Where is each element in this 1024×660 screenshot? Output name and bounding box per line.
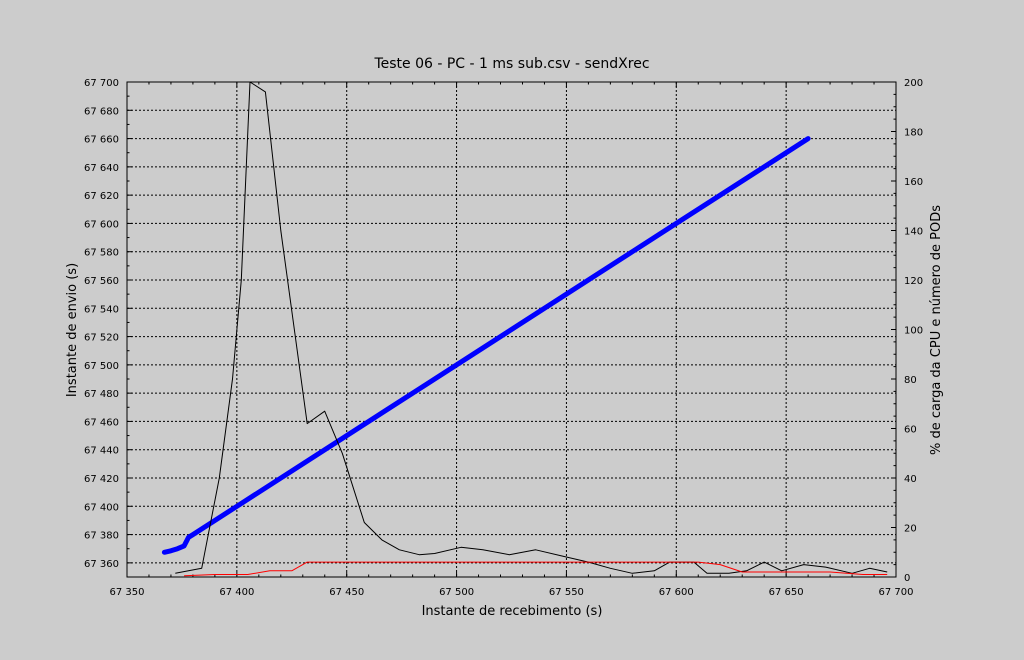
x-tick-label: 67 650 (769, 587, 804, 598)
series-pods-line (184, 561, 888, 577)
y-axis-label: Instante de envio (s) (65, 263, 80, 397)
y-tick-label: 67 580 (84, 248, 119, 259)
y-tick-label: 67 640 (84, 163, 119, 174)
series-cpu-load-line (175, 81, 888, 574)
y-tick-label: 67 460 (84, 417, 119, 428)
y-tick-label: 67 540 (84, 304, 119, 315)
grid (127, 82, 896, 577)
y-tick-label: 67 560 (84, 276, 119, 287)
x-tick-label: 67 600 (659, 587, 694, 598)
plot-frame (126, 81, 897, 578)
y2-tick-label: 80 (904, 375, 917, 386)
y-tick-label: 67 680 (84, 106, 119, 117)
x-tick-label: 67 350 (110, 587, 145, 598)
x-tick-label: 67 400 (219, 587, 254, 598)
y-tick-label: 67 520 (84, 333, 119, 344)
y-tick-label: 67 400 (84, 502, 119, 513)
x-axis-label: Instante de recebimento (s) (422, 604, 603, 619)
y2-tick-label: 0 (904, 573, 910, 584)
x-tick-label: 67 550 (549, 587, 584, 598)
y-tick-label: 67 480 (84, 389, 119, 400)
y-tick-label: 67 500 (84, 361, 119, 372)
y-tick-label: 67 380 (84, 531, 119, 542)
y-tick-label: 67 600 (84, 219, 119, 230)
y2-tick-label: 200 (904, 78, 923, 89)
y-tick-label: 67 360 (84, 559, 119, 570)
x-tick-label: 67 700 (879, 587, 914, 598)
y2-tick-label: 180 (904, 128, 923, 139)
y2-tick-label: 120 (904, 276, 923, 287)
series-sendXrec-line (161, 136, 811, 555)
tick-labels: 67 350 67 400 67 450 67 500 67 550 67 600 67 6… (84, 78, 923, 598)
x-tick-label: 67 500 (439, 587, 474, 598)
y-tick-label: 67 620 (84, 191, 119, 202)
y-tick-label: 67 660 (84, 135, 119, 146)
y-tick-label: 67 440 (84, 446, 119, 457)
y2-axis-label: % de carga da CPU e número de PODs (929, 205, 944, 455)
y2-tick-label: 100 (904, 326, 923, 337)
chart-title: Teste 06 - PC - 1 ms sub.csv - sendXrec (373, 56, 649, 72)
y2-tick-label: 60 (904, 425, 917, 436)
y2-tick-label: 160 (904, 177, 923, 188)
y2-tick-label: 20 (904, 524, 917, 535)
y2-tick-label: 40 (904, 474, 917, 485)
y2-tick-label: 140 (904, 227, 923, 238)
x-tick-label: 67 450 (329, 587, 364, 598)
y-tick-label: 67 420 (84, 474, 119, 485)
series-lines (161, 81, 888, 577)
y-tick-label: 67 700 (84, 78, 119, 89)
